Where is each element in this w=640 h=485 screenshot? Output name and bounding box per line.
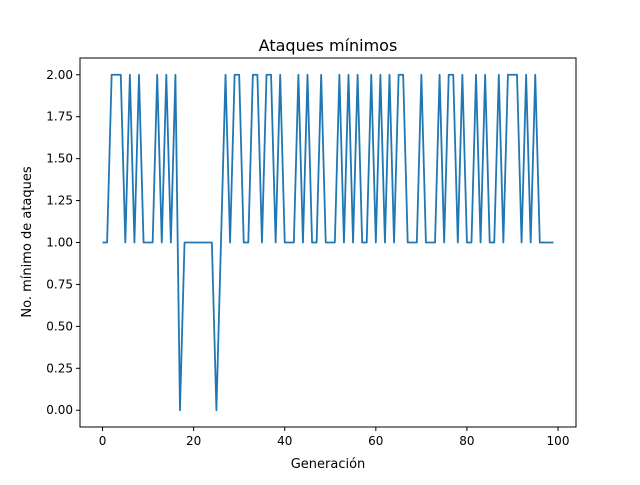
- x-tick-label: 80: [459, 434, 474, 448]
- x-axis-label: Generación: [291, 457, 366, 472]
- x-tick-label: 100: [547, 434, 570, 448]
- y-tick-label: 1.00: [46, 236, 73, 250]
- y-axis-ticks: 0.00 0.25 0.50 0.75 1.00 1.25 1.50 1.75 2.00: [46, 68, 80, 417]
- y-tick-label: 0.00: [46, 403, 73, 417]
- x-tick-label: 60: [368, 434, 383, 448]
- y-tick-label: 1.50: [46, 152, 73, 166]
- x-tick-label: 40: [277, 434, 292, 448]
- y-tick-label: 1.25: [46, 194, 73, 208]
- y-tick-label: 0.50: [46, 319, 73, 333]
- y-tick-label: 1.75: [46, 110, 73, 124]
- series-layer: [102, 73, 554, 412]
- y-tick-label: 2.00: [46, 68, 73, 82]
- series-line: [102, 73, 554, 412]
- x-axis-ticks: 0 20 40 60 80 100: [99, 427, 570, 448]
- x-tick-label: 0: [99, 434, 107, 448]
- y-tick-label: 0.25: [46, 361, 73, 375]
- plot-frame: [79, 57, 577, 428]
- x-tick-label: 20: [186, 434, 201, 448]
- chart-title: Ataques mínimos: [259, 36, 398, 55]
- y-tick-label: 0.75: [46, 277, 73, 291]
- y-axis-label: No. mínimo de ataques: [20, 166, 35, 317]
